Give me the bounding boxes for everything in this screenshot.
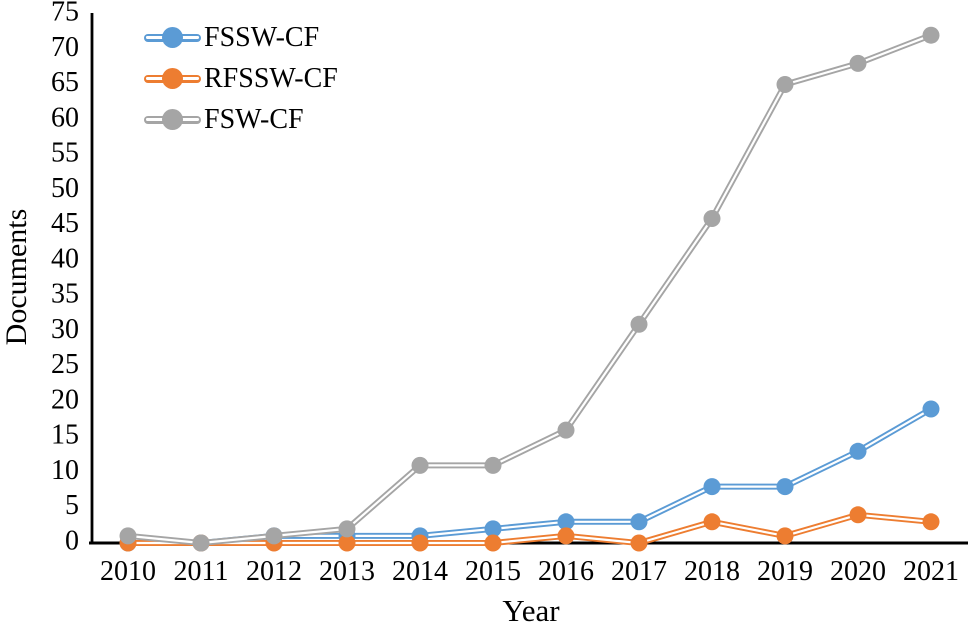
x-tick-label: 2016 (538, 556, 594, 587)
data-point-FSW-CF-2019 (776, 76, 794, 93)
legend-item-fsw-cf: FSW-CF (144, 99, 338, 140)
y-tick-label: 50 (51, 173, 79, 204)
data-point-FSSW-CF-2015 (484, 520, 502, 538)
y-tick-label: 75 (51, 0, 79, 28)
data-point-FSW-CF-2011 (192, 534, 210, 552)
data-point-RFSSW-CF-2020 (849, 506, 867, 524)
x-tick-label: 2011 (174, 556, 229, 587)
legend-item-rfssw-cf: RFSSW-CF (144, 58, 338, 99)
legend-label: FSSW-CF (204, 21, 320, 53)
legend-item-fssw-cf: FSSW-CF (144, 17, 338, 58)
data-point-FSW-CF-2013 (338, 520, 356, 538)
legend-marker-line (144, 68, 201, 89)
x-tick-label: 2012 (246, 556, 302, 587)
data-point-FSW-CF-2012 (265, 527, 283, 545)
y-tick-label: 70 (51, 32, 79, 63)
x-tick-label: 2013 (319, 556, 375, 587)
y-tick-label: 65 (51, 67, 79, 98)
legend-marker-dot (162, 109, 183, 130)
data-point-RFSSW-CF-2015 (484, 534, 502, 552)
data-point-FSSW-CF-2019 (776, 478, 794, 496)
x-tick-label: 2018 (684, 556, 740, 587)
legend-marker-dot (162, 27, 183, 48)
x-tick-label: 2010 (100, 556, 156, 587)
y-tick-label: 45 (51, 208, 79, 239)
data-point-RFSSW-CF-2017 (630, 534, 648, 552)
data-point-FSSW-CF-2018 (703, 478, 721, 496)
x-tick-label: 2014 (392, 556, 448, 587)
data-point-FSSW-CF-2020 (849, 442, 867, 460)
y-tick-label: 30 (51, 314, 79, 345)
data-point-FSW-CF-2017 (630, 315, 648, 333)
data-point-RFSSW-CF-2013 (338, 534, 356, 552)
x-tick-label: 2017 (611, 556, 667, 587)
series-line-core-FSW-CF (126, 34, 933, 545)
x-tick-label: 2020 (830, 556, 886, 587)
y-tick-label: 0 (65, 526, 79, 557)
series-line-core-RFSSW-CF (126, 513, 933, 545)
data-point-FSW-CF-2020 (849, 54, 867, 72)
y-tick-label: 20 (51, 384, 79, 415)
y-tick-label: 35 (51, 279, 79, 310)
data-point-FSSW-CF-2017 (630, 513, 648, 531)
data-point-FSW-CF-2015 (484, 456, 502, 474)
data-point-RFSSW-CF-2016 (557, 527, 575, 545)
legend: FSSW-CF RFSSW-CF FSW-CF (144, 17, 338, 140)
y-tick-label: 60 (51, 102, 79, 133)
legend-label: RFSSW-CF (204, 62, 338, 94)
data-point-FSW-CF-2010 (119, 527, 137, 545)
y-tick-label: 5 (65, 490, 79, 521)
legend-marker-line (144, 27, 201, 48)
legend-marker-dot (162, 68, 183, 89)
y-tick-label: 15 (51, 420, 79, 451)
data-point-FSW-CF-2021 (922, 26, 940, 44)
data-point-RFSSW-CF-2021 (922, 513, 940, 531)
data-point-RFSSW-CF-2014 (411, 534, 429, 552)
series-line-FSSW-CF (125, 406, 934, 546)
data-point-FSW-CF-2014 (411, 456, 429, 474)
y-tick-label: 55 (51, 138, 79, 169)
x-tick-label: 2019 (757, 556, 813, 587)
x-tick-label: 2015 (465, 556, 521, 587)
data-point-FSW-CF-2016 (557, 421, 575, 439)
legend-label: FSW-CF (204, 103, 304, 135)
y-tick-label: 40 (51, 243, 79, 274)
y-tick-label: 10 (51, 455, 79, 486)
x-tick-label: 2021 (903, 556, 959, 587)
legend-marker-line (144, 109, 201, 130)
data-point-FSSW-CF-2016 (557, 513, 575, 531)
y-tick-label: 25 (51, 349, 79, 380)
data-point-RFSSW-CF-2018 (703, 513, 721, 531)
data-point-FSSW-CF-2021 (922, 400, 940, 418)
data-point-FSW-CF-2018 (703, 210, 721, 227)
data-point-RFSSW-CF-2019 (776, 527, 794, 545)
